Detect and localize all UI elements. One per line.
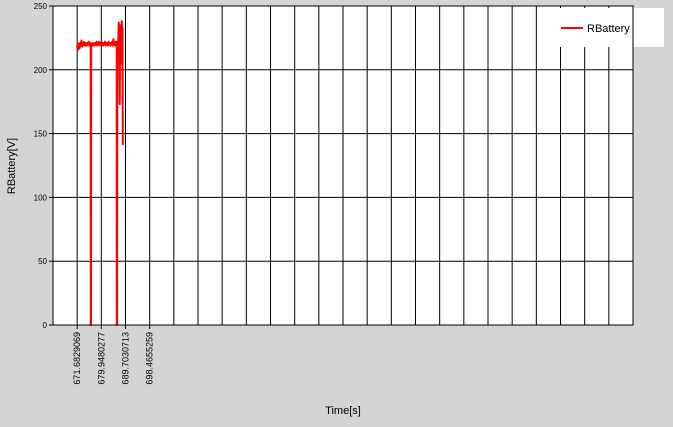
grid (53, 6, 633, 325)
y-tick-label: 200 (34, 66, 48, 75)
y-tick-label: 150 (34, 130, 48, 139)
x-tick-label: 698.4655259 (145, 332, 155, 385)
y-tick-label: 50 (38, 257, 47, 266)
y-tick-label: 0 (43, 321, 48, 330)
legend-label: RBattery (587, 23, 630, 35)
legend: RBattery (545, 8, 664, 47)
y-tick-label: 100 (34, 193, 48, 202)
x-tick-label: 679.9480277 (96, 332, 106, 385)
plot-area-border (52, 5, 634, 326)
y-tick-label: 250 (34, 2, 48, 11)
x-tick-label: 671.6829069 (72, 332, 82, 385)
y-axis-label: RBattery[V] (6, 138, 18, 194)
x-ticks: 671.6829069 679.9480277 689.7030713 698.465… (72, 325, 155, 385)
x-tick-label: 689.7030713 (121, 332, 131, 385)
x-axis-label: Time[s] (325, 405, 361, 417)
y-ticks: 0 50 100 150 200 250 (34, 2, 53, 330)
